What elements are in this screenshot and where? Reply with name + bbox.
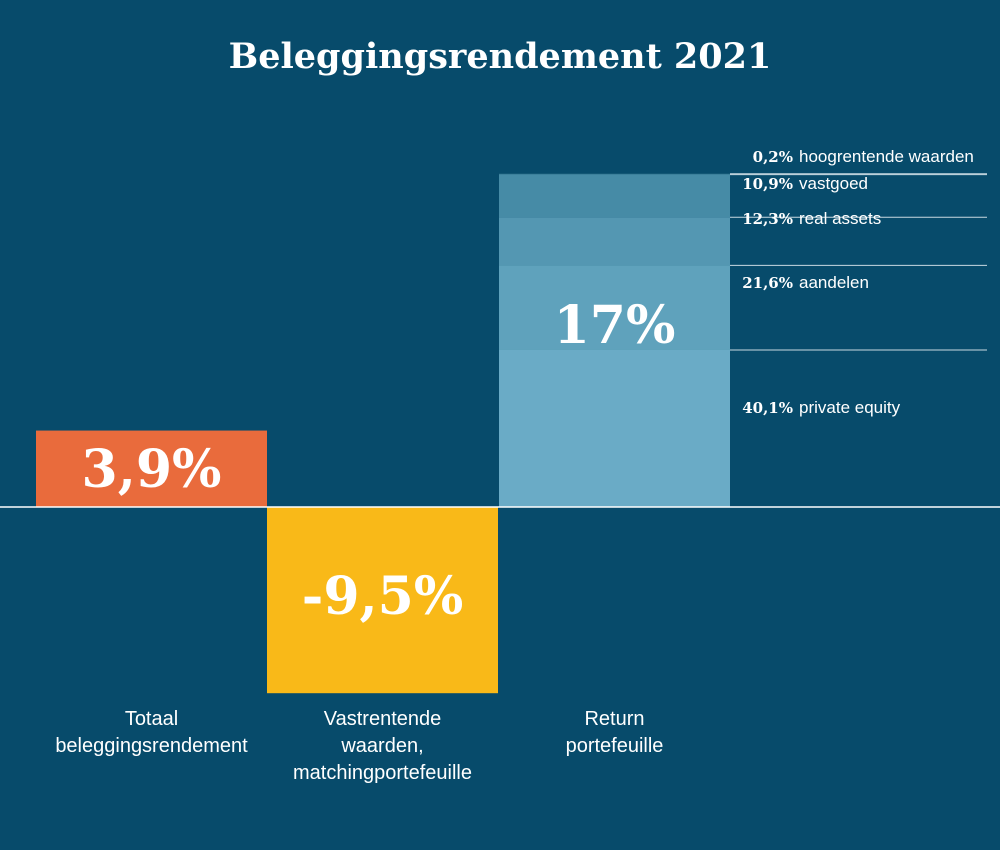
labels-layer: 3,9% Totaal beleggingsrendement -9,5% Vastre… [55, 147, 974, 784]
bar-value-label: 3,9% [82, 439, 222, 500]
bar-value-label: -9,5% [302, 566, 463, 627]
chart-title: Beleggingsrendement 2021 [229, 36, 772, 77]
segment-vastgoed [499, 174, 730, 218]
segment-name: real assets [799, 209, 881, 228]
category-label: beleggingsrendement [55, 735, 248, 757]
breakdown-layer [499, 173, 987, 507]
category-label: Vastrentende [324, 708, 442, 730]
segment-real-assets [499, 217, 730, 266]
segment-label: 10,9% vastgoed [742, 174, 868, 193]
segment-label: 12,3% real assets [742, 209, 881, 228]
segment-label: 40,1% private equity [742, 398, 900, 417]
segment-percent: 40,1% [742, 399, 793, 417]
category-label: matchingportefeuille [293, 762, 472, 784]
segment-percent: 0,2% [753, 148, 793, 166]
bars-layer [36, 430, 498, 694]
bar-vastrentende [267, 507, 498, 694]
segment-name: hoogrentende waarden [799, 147, 974, 166]
segment-name: private equity [799, 398, 901, 417]
category-label: Return [584, 708, 644, 730]
segment-name: aandelen [799, 273, 869, 292]
category-label: Totaal [125, 708, 178, 730]
segment-percent: 10,9% [742, 175, 793, 193]
segment-label: 0,2% hoogrentende waarden [753, 147, 974, 166]
segment-percent: 12,3% [742, 210, 793, 228]
segment-name: vastgoed [799, 174, 868, 193]
segment-percent: 21,6% [742, 274, 793, 292]
category-label: waarden, [340, 735, 423, 757]
segment-hoogrentende-waarden [499, 173, 730, 175]
segment-aandelen [499, 265, 730, 350]
segment-private-equity [499, 349, 730, 507]
bar-totaal [36, 430, 267, 507]
bar-value-label: 17% [554, 295, 676, 356]
segment-label: 21,6% aandelen [742, 273, 869, 292]
category-label: portefeuille [566, 735, 664, 757]
